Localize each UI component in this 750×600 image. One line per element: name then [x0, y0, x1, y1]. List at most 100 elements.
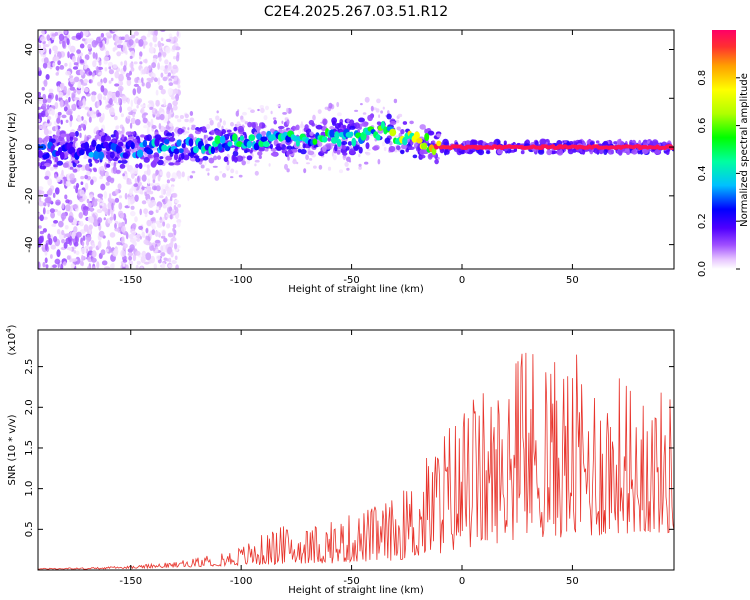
heatmap-halo-cell — [171, 131, 175, 138]
heatmap-noise-cell — [119, 105, 122, 113]
heatmap-ridge-cell — [164, 138, 170, 145]
heatmap-halo-cell — [327, 137, 332, 142]
heatmap-noise-cell — [57, 60, 61, 66]
heatmap-noise-cell — [113, 162, 117, 168]
heatmap-noise-cell — [150, 217, 155, 222]
heatmap-halo-cell — [376, 121, 382, 125]
heatmap-noise-cell — [141, 77, 144, 84]
heatmap-noise-cell — [43, 79, 48, 87]
heatmap-halo-cell — [358, 146, 363, 154]
heatmap-noise-cell — [40, 124, 47, 130]
heatmap-halo-cell — [136, 138, 141, 145]
heatmap-halo-cell — [38, 162, 41, 167]
heatmap-noise-cell — [367, 148, 371, 151]
x-tick-label: 0 — [459, 576, 465, 587]
heatmap-halo-cell — [128, 136, 135, 140]
heatmap-noise-cell — [38, 112, 44, 117]
heatmap-noise-cell — [140, 107, 145, 115]
heatmap-noise-cell — [61, 169, 64, 176]
heatmap-noise-cell — [81, 116, 84, 121]
heatmap-noise-cell — [69, 77, 74, 83]
heatmap-noise-cell — [127, 97, 130, 105]
heatmap-ridge-cell — [436, 140, 442, 147]
heatmap-noise-cell — [270, 110, 273, 115]
heatmap-halo-cell — [104, 135, 112, 142]
heatmap-noise-cell — [139, 208, 142, 216]
heatmap-halo-cell — [661, 141, 667, 146]
heatmap-noise-cell — [122, 45, 127, 54]
heatmap-noise-cell — [306, 162, 310, 165]
heatmap-noise-cell — [45, 110, 48, 116]
heatmap-noise-cell — [159, 113, 165, 121]
heatmap-halo-cell — [44, 136, 50, 140]
heatmap-noise-cell — [65, 237, 71, 244]
heatmap-noise-cell — [158, 56, 162, 62]
heatmap-noise-cell — [38, 186, 44, 191]
heatmap-noise-cell — [124, 34, 130, 42]
heatmap-noise-cell — [90, 179, 94, 186]
heatmap-noise-cell — [97, 217, 103, 224]
heatmap-noise-cell — [54, 174, 58, 179]
heatmap-noise-cell — [381, 141, 386, 147]
heatmap-noise-cell — [76, 231, 82, 238]
heatmap-noise-cell — [204, 160, 207, 166]
heatmap-noise-cell — [47, 119, 50, 124]
heatmap-ridge-cell — [389, 128, 397, 137]
heatmap-noise-cell — [174, 255, 178, 261]
heatmap-noise-cell — [149, 42, 153, 47]
colorbar-tick-label: 0.2 — [697, 213, 708, 229]
heatmap-noise-cell — [222, 120, 226, 126]
heatmap-halo-cell — [76, 164, 83, 168]
heatmap-noise-cell — [128, 188, 134, 196]
heatmap-halo-cell — [232, 150, 239, 157]
heatmap-noise-cell — [100, 165, 104, 171]
heatmap-noise-cell — [84, 245, 90, 250]
heatmap-noise-cell — [93, 168, 97, 173]
heatmap-noise-cell — [56, 85, 60, 93]
heatmap-halo-cell — [402, 121, 408, 125]
heatmap-noise-cell — [148, 30, 151, 35]
heatmap-noise-cell — [230, 168, 235, 174]
heatmap-noise-cell — [128, 111, 134, 116]
heatmap-halo-cell — [595, 140, 600, 144]
heatmap-halo-cell — [173, 153, 179, 161]
heatmap-halo-cell — [53, 135, 59, 140]
heatmap-ridge-cell — [176, 139, 182, 147]
heatmap-noise-cell — [364, 96, 370, 103]
heatmap-noise-cell — [132, 108, 137, 113]
heatmap-x-ticks: -150 -100 -50 0 50 — [119, 30, 579, 286]
heatmap-noise-cell — [152, 222, 156, 229]
heatmap-noise-cell — [43, 128, 49, 136]
heatmap-halo-cell — [497, 148, 503, 155]
y-tick-label: 20 — [24, 92, 35, 105]
heatmap-noise-cell — [65, 70, 71, 76]
heatmap-noise-cell — [166, 171, 171, 179]
heatmap-noise-cell — [173, 76, 177, 82]
heatmap-noise-cell — [119, 81, 124, 86]
heatmap-noise-cell — [108, 80, 112, 84]
heatmap-noise-cell — [132, 254, 137, 262]
heatmap-noise-cell — [69, 86, 76, 91]
heatmap-ridge-cell — [321, 136, 328, 143]
heatmap-noise-cell — [160, 252, 166, 257]
heatmap-noise-cell — [130, 117, 136, 125]
heatmap-noise-cell — [59, 65, 65, 70]
heatmap-noise-cell — [55, 65, 60, 71]
heatmap-halo-cell — [168, 137, 176, 142]
heatmap-noise-cell — [63, 176, 67, 185]
heatmap-halo-cell — [132, 138, 138, 143]
heatmap-noise-cell — [238, 174, 243, 178]
heatmap-noise-cell — [219, 118, 222, 123]
heatmap-noise-cell — [177, 203, 182, 208]
heatmap-noise-cell — [174, 242, 178, 250]
heatmap-noise-cell — [155, 220, 161, 225]
heatmap-noise-cell — [358, 153, 361, 158]
heatmap-noise-cell — [72, 66, 79, 70]
heatmap-noise-cell — [263, 115, 268, 121]
heatmap-noise-cell — [62, 40, 66, 48]
heatmap-noise-cell — [48, 188, 53, 196]
heatmap-halo-cell — [246, 155, 253, 161]
heatmap-noise-cell — [172, 100, 178, 106]
heatmap-halo-cell — [110, 139, 116, 143]
heatmap-halo-cell — [567, 148, 574, 155]
